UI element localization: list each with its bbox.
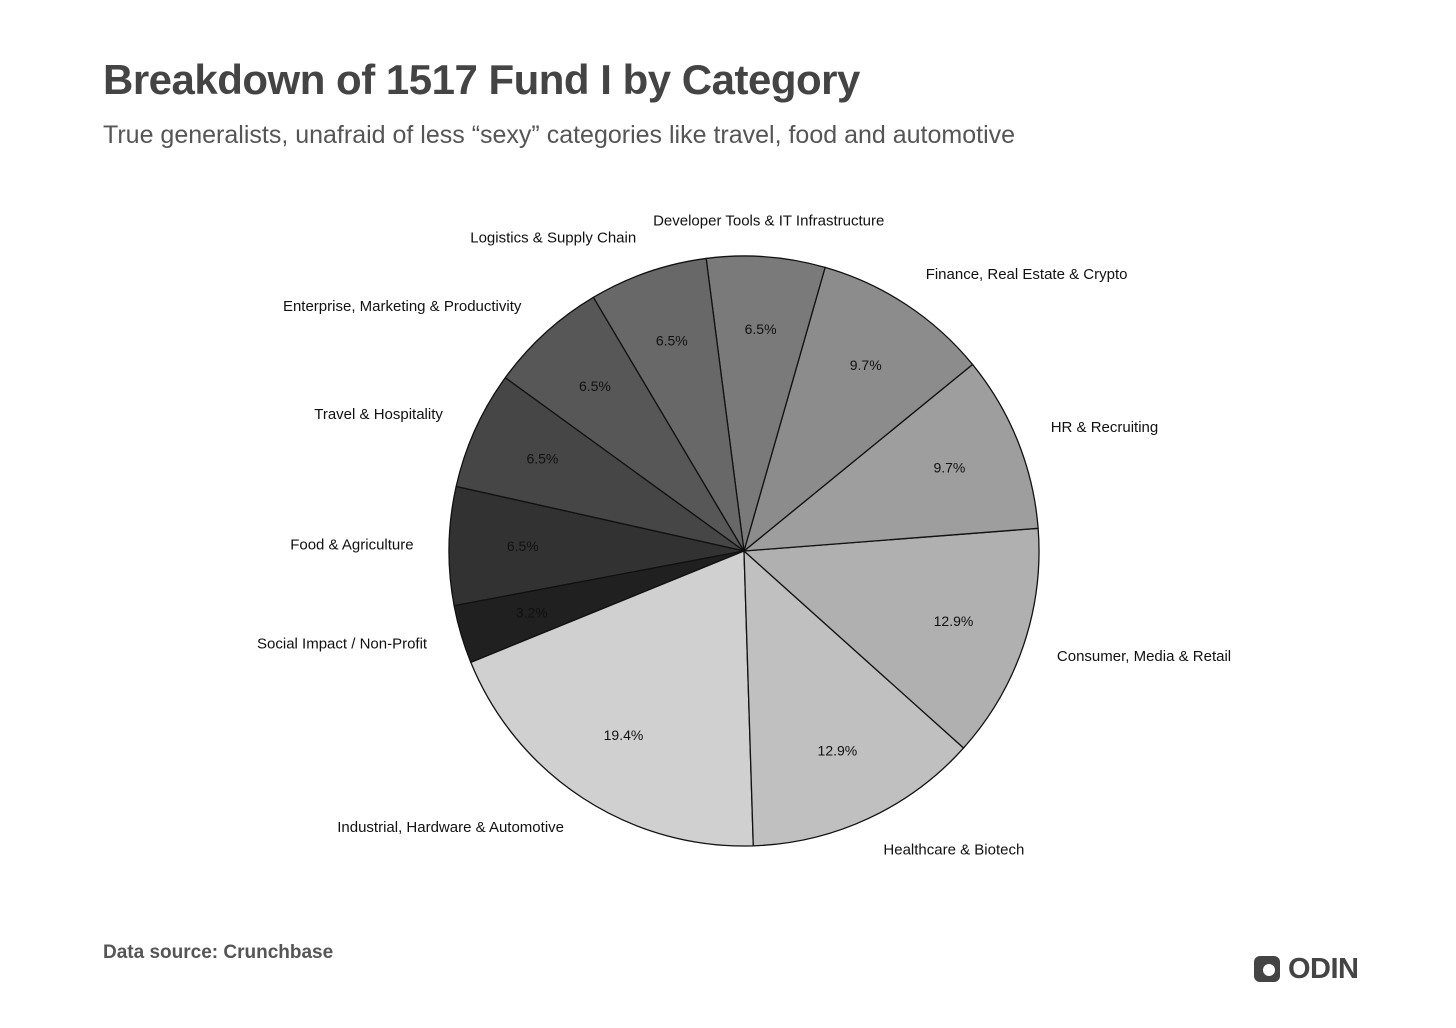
pct-label-travel-and-hospitality: 6.5% (526, 451, 558, 467)
pct-label-developer-tools-and-it-infrastructure: 6.5% (745, 321, 777, 337)
pie-slice-logistics-and-supply-chain (592, 257, 745, 552)
pct-label-industrial-hardware-and-automotive: 19.4% (604, 727, 644, 743)
category-label-industrial-hardware-and-automotive: Industrial, Hardware & Automotive (337, 819, 564, 836)
category-label-food-and-agriculture: Food & Agriculture (290, 536, 413, 553)
odin-logo-text: ODIN (1288, 952, 1359, 985)
category-label-travel-and-hospitality: Travel & Hospitality (314, 406, 443, 423)
category-label-developer-tools-and-it-infrastructure: Developer Tools & IT Infrastructure (653, 212, 884, 229)
pie-slice-travel-and-hospitality (455, 377, 745, 552)
pct-label-finance-real-estate-and-crypto: 9.7% (850, 357, 882, 373)
category-label-enterprise-marketing-and-productivity: Enterprise, Marketing & Productivity (283, 298, 522, 315)
pct-label-consumer-media-and-retail: 12.9% (934, 613, 974, 629)
pie-slice-food-and-agriculture (448, 485, 745, 607)
pie-slice-enterprise-marketing-and-productivity (504, 296, 745, 552)
category-label-consumer-media-and-retail: Consumer, Media & Retail (1057, 648, 1231, 665)
chart-subtitle: True generalists, unafraid of less “sexy… (103, 121, 1016, 149)
category-label-healthcare-and-biotech: Healthcare & Biotech (883, 841, 1024, 858)
odin-logo-icon (1254, 956, 1280, 982)
pie-slice-consumer-media-and-retail (743, 527, 1040, 749)
percentage-labels: 6.5% 6.5% 6.5% 3.2% 19.4% 12.9% 12.9% 9.7% 9.7% 6… (507, 321, 974, 758)
pie-slice-developer-tools-and-it-infrastructure (705, 255, 826, 552)
pie-slice-hr-and-recruiting (743, 363, 1039, 552)
pct-label-logistics-and-supply-chain: 6.5% (656, 333, 688, 349)
odin-logo: ODIN (1254, 953, 1359, 985)
chart-title: Breakdown of 1517 Fund I by Category (103, 56, 860, 103)
pct-label-enterprise-marketing-and-productivity: 6.5% (579, 378, 611, 394)
pct-label-hr-and-recruiting: 9.7% (933, 460, 965, 476)
pie-slice-industrial-hardware-and-automotive (470, 550, 754, 847)
pie-slice-healthcare-and-biotech (743, 550, 965, 847)
pie-slices (448, 255, 1040, 847)
pct-label-social-impact-non-profit: 3.2% (516, 604, 548, 620)
category-labels: Enterprise, Marketing & Productivity Trav… (257, 212, 1231, 858)
pct-label-food-and-agriculture: 6.5% (507, 538, 539, 554)
pct-label-healthcare-and-biotech: 12.9% (818, 742, 858, 758)
category-label-hr-and-recruiting: HR & Recruiting (1051, 419, 1159, 436)
category-label-social-impact-non-profit: Social Impact / Non-Profit (257, 635, 428, 652)
data-source-note: Data source: Crunchbase (103, 942, 334, 963)
category-label-logistics-and-supply-chain: Logistics & Supply Chain (470, 230, 636, 247)
category-label-finance-real-estate-and-crypto: Finance, Real Estate & Crypto (926, 266, 1128, 283)
pie-slice-finance-real-estate-and-crypto (743, 266, 974, 552)
